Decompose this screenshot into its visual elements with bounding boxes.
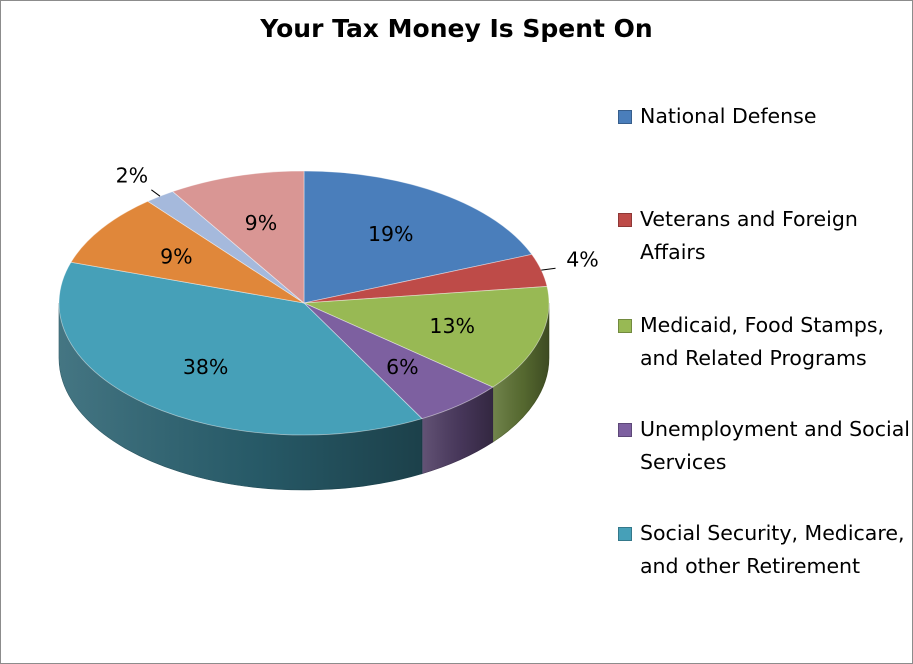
pie-slice-national-defense [303,170,533,304]
pie-data-label: 9% [160,244,193,268]
pie-data-label: 13% [429,314,475,338]
pie-slice-unlabeled-5 [70,200,305,304]
pie-wall-shading [422,387,493,474]
pie-data-labels: 19% 4% 13% 6% 38% 9% 2% 9% [116,163,599,379]
pie-data-label: 38% [183,355,229,379]
pie-data-label: 4% [566,248,599,272]
pie-top-faces [58,170,550,436]
pie-data-label: 19% [368,222,414,246]
pie-wall-shading [59,303,423,491]
pie-slice-medicaid-food-stamps-and-related-programs [303,286,550,388]
pie-slice-unlabeled-7 [171,170,305,304]
pie-data-label: 6% [386,355,419,379]
pie-data-label: 2% [116,163,149,187]
pie-walls [58,302,550,491]
chart-title: Your Tax Money Is Spent On [260,14,653,43]
pie-data-label: 9% [245,211,278,235]
pie-leader-line [151,189,161,197]
pie-wall-shading [492,303,549,443]
pie-leader-line [541,267,556,271]
pie-slice-social-security-medicare-and-other-retirement [58,261,423,436]
